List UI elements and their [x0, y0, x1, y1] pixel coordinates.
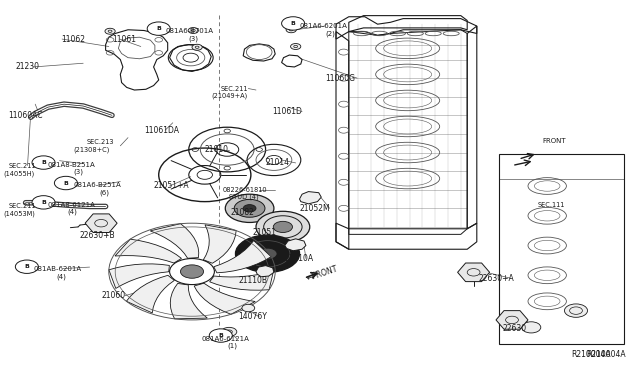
- Text: 21052M: 21052M: [300, 204, 330, 213]
- Polygon shape: [170, 283, 207, 319]
- Circle shape: [522, 322, 541, 333]
- Text: 081A6-B251A: 081A6-B251A: [74, 182, 122, 188]
- Circle shape: [243, 205, 256, 212]
- Text: 11061D: 11061D: [272, 107, 302, 116]
- Text: 081A6-6121A: 081A6-6121A: [202, 336, 250, 341]
- Circle shape: [221, 327, 237, 336]
- Text: 14076Y: 14076Y: [238, 312, 267, 321]
- Text: ←FRONT: ←FRONT: [306, 264, 339, 283]
- Circle shape: [236, 235, 300, 272]
- Circle shape: [32, 196, 55, 209]
- Text: B: B: [41, 200, 46, 205]
- Text: SEC.211: SEC.211: [8, 163, 36, 169]
- Text: B: B: [41, 160, 46, 165]
- Bar: [499, 154, 624, 344]
- Text: 11061: 11061: [112, 35, 136, 44]
- Circle shape: [32, 156, 55, 169]
- Text: (14055H): (14055H): [3, 170, 35, 177]
- Polygon shape: [496, 311, 528, 329]
- Polygon shape: [194, 283, 255, 314]
- Polygon shape: [204, 225, 236, 263]
- Text: 081A8-B251A: 081A8-B251A: [48, 162, 96, 168]
- Text: 081AB-6201A: 081AB-6201A: [33, 266, 81, 272]
- Circle shape: [188, 28, 198, 33]
- Text: B: B: [156, 26, 161, 31]
- Text: 11061DA: 11061DA: [144, 126, 179, 135]
- Circle shape: [286, 27, 296, 33]
- Circle shape: [234, 199, 265, 217]
- Polygon shape: [458, 263, 490, 282]
- Text: 21014: 21014: [266, 158, 289, 167]
- Text: B: B: [24, 264, 29, 269]
- Text: 081A6-B701A: 081A6-B701A: [165, 28, 213, 34]
- Polygon shape: [210, 271, 273, 290]
- Text: (6): (6): [99, 189, 109, 196]
- Text: (4): (4): [67, 209, 77, 215]
- Circle shape: [256, 211, 310, 243]
- Text: (1): (1): [227, 343, 237, 349]
- Text: R210004A: R210004A: [586, 350, 626, 359]
- Polygon shape: [214, 241, 271, 273]
- Text: B: B: [291, 21, 296, 26]
- Circle shape: [180, 265, 204, 278]
- Polygon shape: [115, 239, 182, 263]
- Text: 21110B: 21110B: [238, 276, 267, 285]
- Circle shape: [225, 194, 274, 222]
- Text: 21010: 21010: [205, 145, 229, 154]
- Text: B: B: [63, 180, 68, 186]
- Polygon shape: [126, 275, 174, 313]
- Text: STUD (4): STUD (4): [229, 194, 259, 201]
- Text: 081A6-6201A: 081A6-6201A: [300, 23, 348, 29]
- Circle shape: [242, 304, 255, 312]
- Polygon shape: [150, 224, 199, 258]
- Polygon shape: [256, 266, 274, 277]
- Text: (21308+C): (21308+C): [74, 147, 110, 153]
- Text: (3): (3): [74, 169, 84, 176]
- Text: 11060AC: 11060AC: [8, 111, 43, 120]
- Text: SEC.213: SEC.213: [86, 139, 114, 145]
- Text: FRONT: FRONT: [543, 138, 566, 144]
- Polygon shape: [300, 192, 321, 204]
- Text: SEC.211: SEC.211: [221, 86, 248, 92]
- Text: 081A8-6121A: 081A8-6121A: [48, 202, 96, 208]
- Circle shape: [147, 22, 170, 35]
- Text: 08226-61810: 08226-61810: [223, 187, 268, 193]
- Circle shape: [273, 221, 292, 232]
- Text: 21082: 21082: [230, 208, 254, 217]
- Text: SEC.111: SEC.111: [538, 202, 565, 208]
- Text: 11062: 11062: [61, 35, 84, 44]
- Text: SEC.211: SEC.211: [8, 203, 36, 209]
- Text: R210004A: R210004A: [572, 350, 611, 359]
- Text: (2): (2): [325, 30, 335, 37]
- Circle shape: [54, 176, 77, 190]
- Text: 22630+A: 22630+A: [479, 274, 515, 283]
- Circle shape: [291, 44, 301, 49]
- Circle shape: [282, 17, 305, 30]
- Text: 21230: 21230: [16, 62, 40, 71]
- Text: B: B: [218, 333, 223, 338]
- Text: 11060G: 11060G: [325, 74, 355, 83]
- Circle shape: [15, 260, 38, 273]
- Circle shape: [105, 28, 115, 34]
- Text: 21051: 21051: [253, 228, 277, 237]
- Text: 21110A: 21110A: [285, 254, 314, 263]
- Text: (21049+A): (21049+A): [211, 93, 248, 99]
- Polygon shape: [109, 264, 170, 288]
- Text: (3): (3): [189, 35, 199, 42]
- Circle shape: [258, 248, 277, 259]
- Text: (14053M): (14053M): [3, 211, 35, 217]
- Polygon shape: [285, 239, 306, 251]
- Text: 22630: 22630: [502, 324, 527, 333]
- Circle shape: [209, 329, 232, 342]
- Polygon shape: [85, 214, 117, 232]
- Text: 22630+B: 22630+B: [80, 231, 116, 240]
- Circle shape: [192, 44, 202, 50]
- Text: 21051+A: 21051+A: [154, 182, 189, 190]
- Circle shape: [564, 304, 588, 317]
- Text: (4): (4): [56, 273, 66, 280]
- Text: 21060: 21060: [101, 291, 125, 300]
